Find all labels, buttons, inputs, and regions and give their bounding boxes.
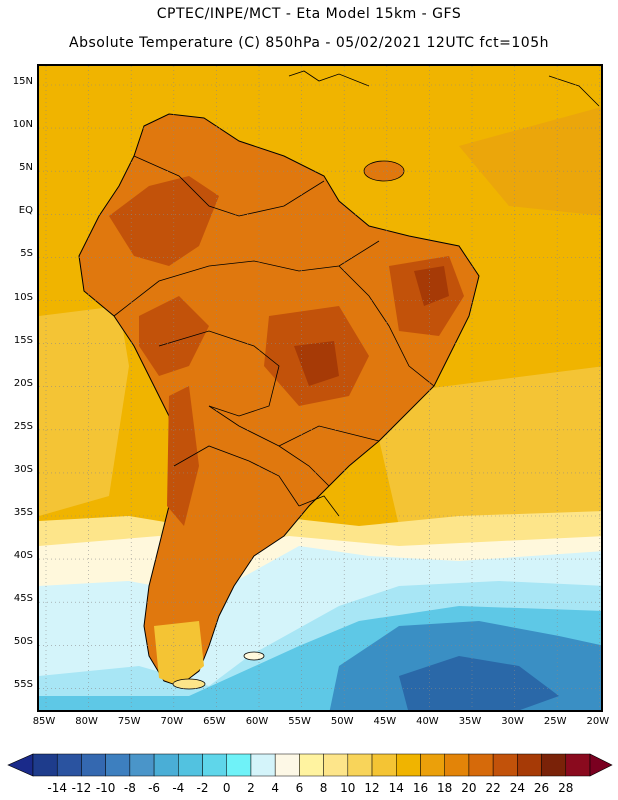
colorbar-tick-label: -6 — [148, 781, 161, 795]
latitude-label: 35S — [13, 507, 33, 518]
colorbar-tick-label: 18 — [437, 781, 453, 795]
colorbar — [7, 753, 613, 777]
colorbar-swatch — [250, 753, 276, 777]
longitude-label: 75W — [117, 716, 141, 727]
colorbar-swatch — [420, 753, 445, 777]
colorbar-swatch — [371, 753, 397, 777]
hot-zone-andes — [167, 386, 199, 526]
falkland-islands — [243, 651, 265, 661]
colorbar-swatch — [299, 753, 324, 777]
latitude-label: 10S — [13, 291, 33, 303]
colorbar-swatch — [517, 753, 542, 777]
colorbar-swatch — [274, 753, 300, 777]
colorbar-swatch — [226, 753, 252, 777]
colorbar-tick-label: -4 — [172, 781, 185, 795]
colorbar-tick-label: 0 — [222, 781, 231, 795]
longitude-label: 70W — [160, 716, 184, 727]
latitude-label: 45S — [13, 593, 33, 605]
colorbar-tick-label: 24 — [509, 781, 525, 795]
colorbar-tick-label: 4 — [271, 781, 279, 795]
colorbar-swatch — [541, 753, 567, 777]
colorbar-tick-label: -8 — [123, 781, 136, 795]
colorbar-tick-label: -12 — [71, 781, 92, 795]
ocean-deepest-core — [399, 656, 559, 710]
colorbar-tick-label: -2 — [196, 781, 209, 795]
colorbar-swatch — [492, 753, 518, 777]
colorbar-tick-label: 16 — [412, 781, 429, 795]
ocean-warm-north — [459, 107, 601, 216]
longitude-label: 55W — [288, 716, 311, 727]
latitude-label: 5S — [20, 248, 33, 260]
latitude-label: 30S — [13, 463, 33, 475]
colorbar-tick-label: 22 — [485, 781, 501, 795]
latitude-label: 10N — [12, 119, 33, 131]
hot-zone-peru — [139, 296, 209, 376]
longitude-label: 80W — [75, 716, 98, 727]
tierra-del-fuego — [172, 678, 206, 690]
latitude-label: 5N — [19, 162, 33, 174]
colorbar-swatch — [32, 753, 58, 777]
longitude-label: 85W — [32, 716, 56, 727]
colorbar-tick-label: 28 — [558, 781, 574, 795]
longitude-label: 40W — [416, 716, 439, 727]
colorbar-tick-label: 8 — [319, 781, 328, 795]
latitude-label: 20S — [13, 377, 33, 389]
chart-title: CPTEC/INPE/MCT - Eta Model 15km - GFS — [156, 6, 462, 22]
latitude-label: 50S — [13, 636, 33, 648]
latitude-label: 25S — [13, 420, 33, 432]
longitude-label: 60W — [245, 716, 269, 727]
graticule-grid — [39, 66, 601, 710]
colorbar-swatch — [202, 753, 227, 777]
ocean-mild-southeast — [369, 366, 601, 536]
colorbar-swatch — [129, 753, 155, 777]
temperature-map — [39, 66, 601, 710]
colorbar-swatch — [323, 753, 349, 777]
colorbar-swatch — [347, 753, 373, 777]
colorbar-swatch — [81, 753, 106, 777]
extreme-zone-mato-grosso — [294, 341, 339, 386]
colorbar-tick-label: 6 — [295, 781, 304, 795]
chart-subtitle: Absolute Temperature (C) 850hPa - 05/02/… — [69, 35, 549, 51]
colorbar-tick-label: 10 — [340, 781, 356, 795]
latitude-label: 15S — [13, 334, 33, 346]
colorbar-high-arrow — [589, 753, 613, 777]
colorbar-swatch — [153, 753, 179, 777]
colorbar-swatch — [565, 753, 591, 777]
colorbar-swatch — [444, 753, 470, 777]
latitude-label: 40S — [13, 550, 33, 562]
colorbar-tick-label: 14 — [388, 781, 404, 795]
colorbar-swatch — [105, 753, 131, 777]
colorbar-swatch — [468, 753, 494, 777]
colorbar-swatch — [56, 753, 82, 777]
longitude-label: 50W — [330, 716, 354, 727]
colorbar-swatch — [396, 753, 421, 777]
latitude-label: EQ — [18, 205, 33, 217]
colorbar-low-arrow — [7, 753, 34, 777]
longitude-label: 65W — [203, 716, 226, 727]
caribbean-coast — [288, 70, 370, 87]
caribbean-islands — [548, 75, 600, 107]
longitude-label: 30W — [501, 716, 524, 727]
colorbar-tick-label: 12 — [364, 781, 380, 795]
colorbar-swatch — [178, 753, 203, 777]
hot-zone-colombia — [109, 176, 219, 266]
ocean-mild-west — [39, 306, 129, 516]
longitude-label: 35W — [458, 716, 482, 727]
map-frame — [37, 64, 603, 712]
colorbar-tick-label: -10 — [95, 781, 116, 795]
colorbar-tick-label: 26 — [533, 781, 550, 795]
patagonia-mild — [154, 621, 204, 686]
longitude-label: 25W — [543, 716, 567, 727]
latitude-label: 55S — [13, 679, 33, 691]
latitude-label: 15N — [12, 76, 33, 87]
extreme-zone-northeast — [414, 266, 449, 306]
colorbar-tick-label: -14 — [47, 781, 67, 795]
longitude-label: 20W — [586, 716, 610, 727]
colorbar-tick-label: 20 — [461, 781, 477, 795]
longitude-label: 45W — [373, 716, 397, 727]
colorbar-tick-label: 2 — [247, 781, 255, 795]
